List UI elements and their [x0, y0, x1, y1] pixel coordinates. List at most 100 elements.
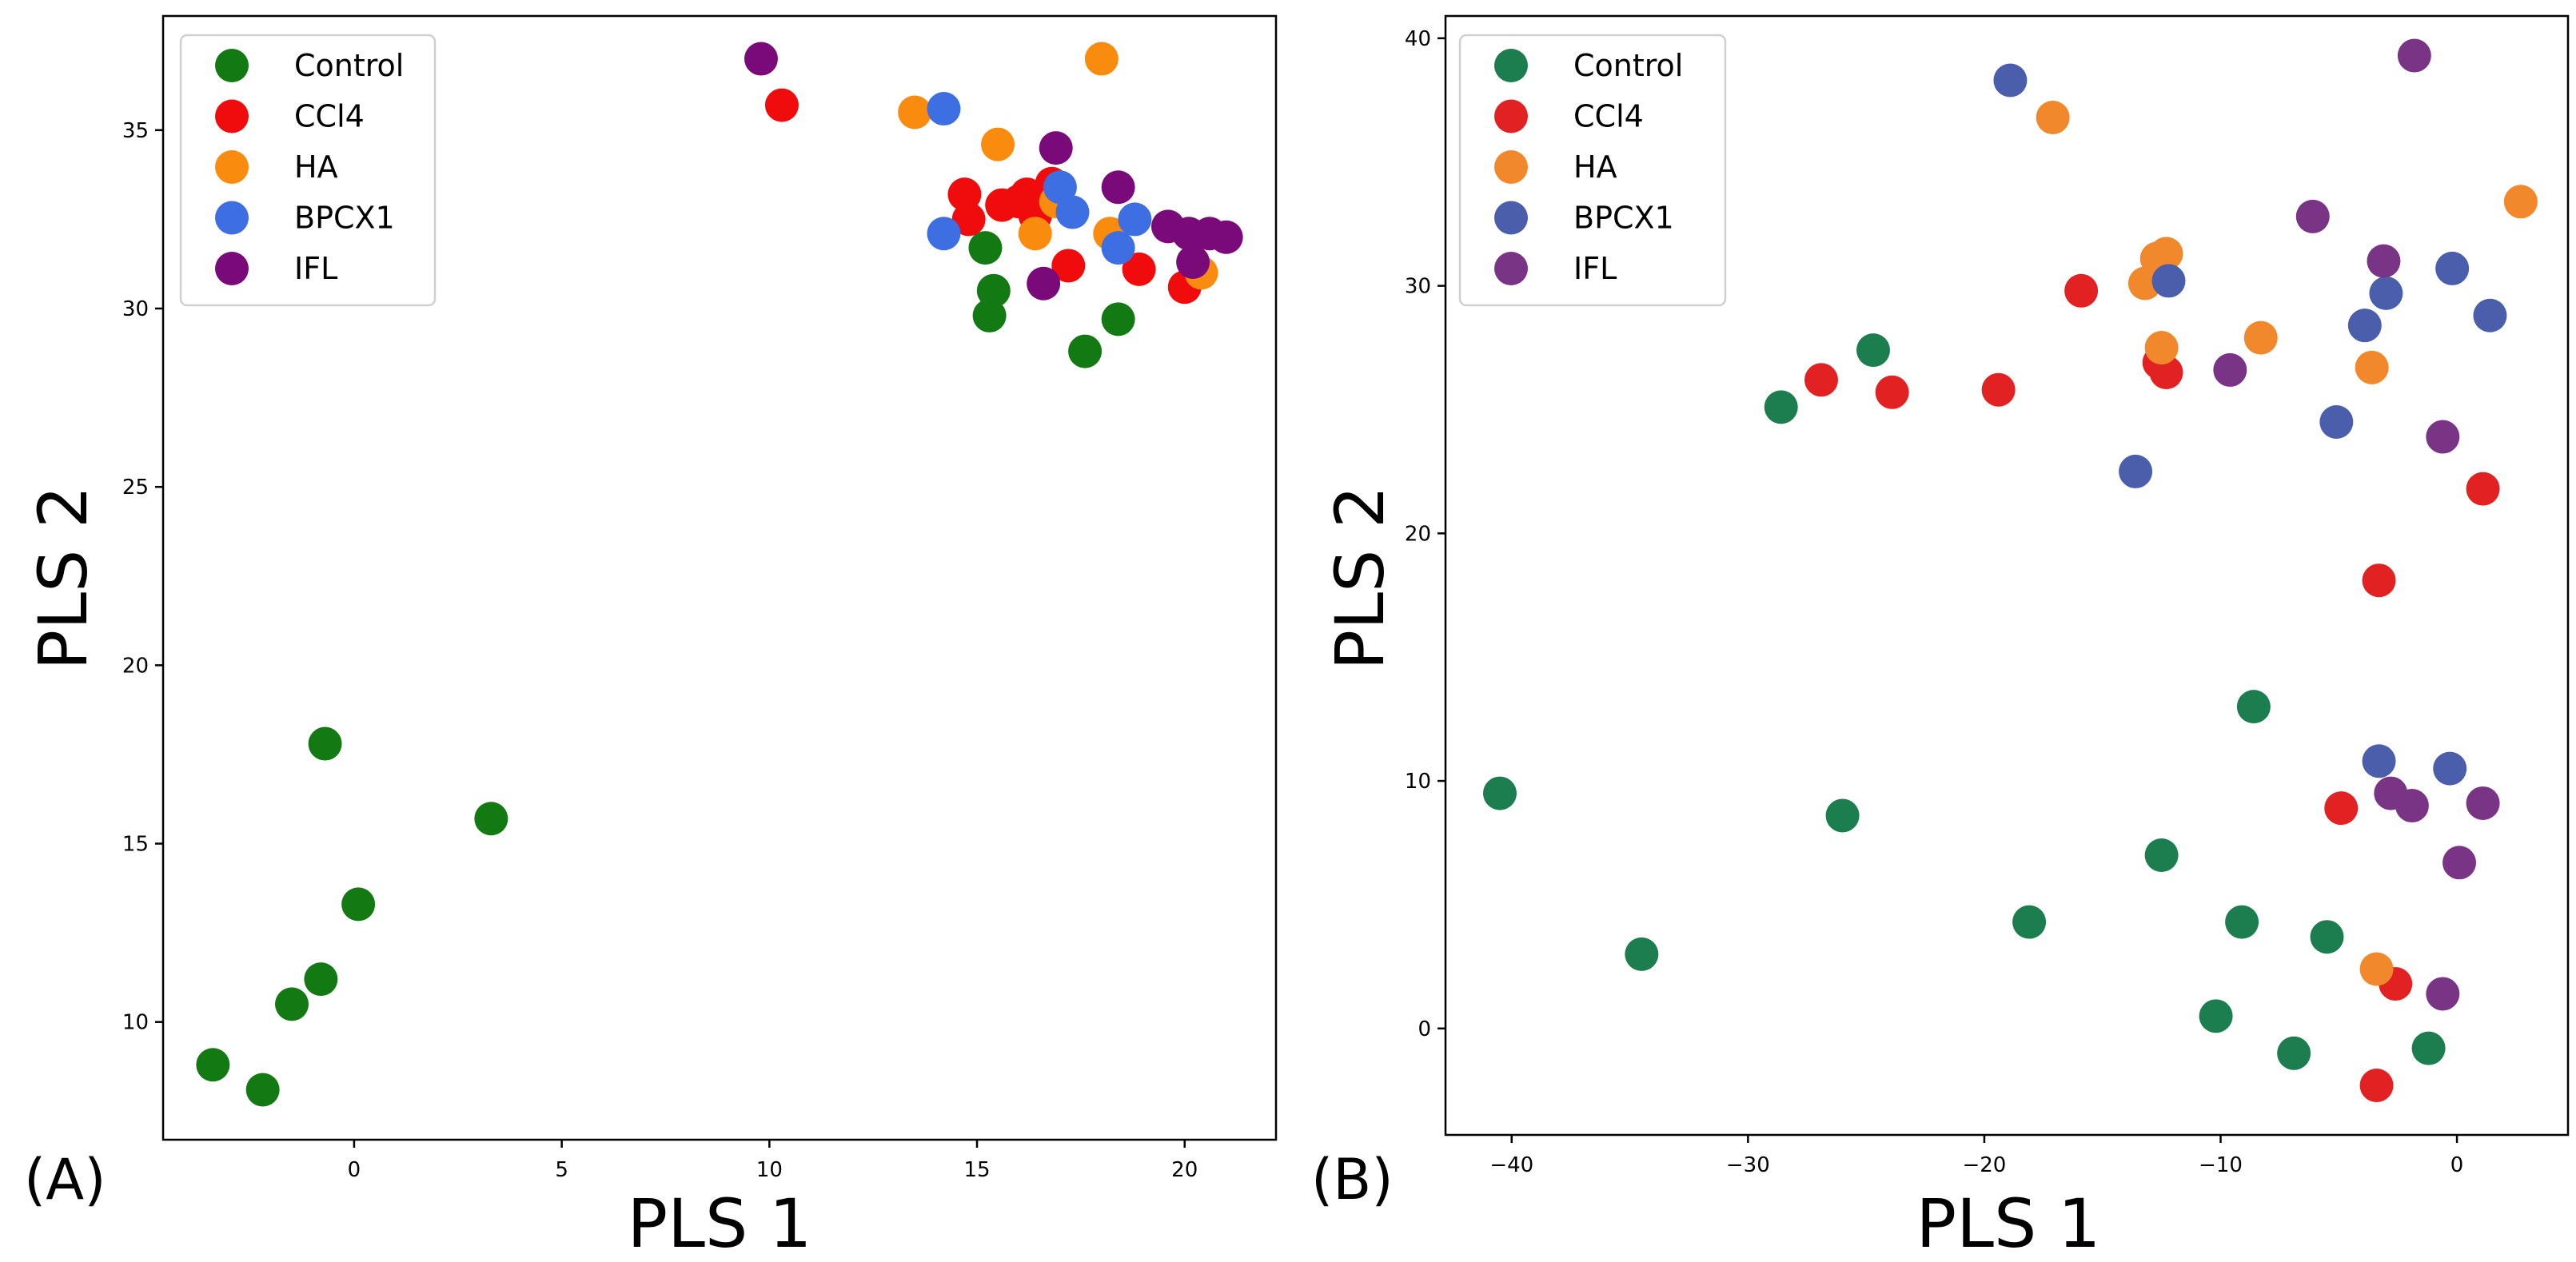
- panel-b-point-ha: [2243, 320, 2278, 355]
- panel-b-point-bpcx1: [2473, 298, 2507, 332]
- panel-b-point-ha: [2503, 185, 2538, 219]
- panel-a-point-bpcx1: [1043, 170, 1077, 205]
- panel-a-legend: Control CCl4 HA BPCX1 IFL: [179, 34, 437, 307]
- panel-a-point-ifl: [744, 42, 778, 76]
- panel-b-ticks: −40 −30 −20 −10 0 0 10 20 30 40: [1405, 27, 2463, 1177]
- panel-b-point-control: [1764, 390, 1798, 424]
- panel-b-point-bpcx1: [2319, 404, 2354, 439]
- panel-b-point-bpcx1: [2362, 744, 2396, 778]
- panel-b-point-ccl4: [2466, 472, 2500, 506]
- panel-a-point-ha: [898, 95, 932, 129]
- panel-b-point-ifl: [2442, 846, 2477, 880]
- panel-b-point-ccl4: [2362, 563, 2396, 598]
- panel-a-ticks: 0 5 10 15 20 10 15 20 25 30 35: [122, 119, 1198, 1182]
- panel-a-x-tick-label: 15: [963, 1158, 990, 1182]
- panel-b-label: (B): [1311, 1147, 1394, 1212]
- panel-b-legend-label-ccl4: CCl4: [1573, 99, 1644, 134]
- panel-b-legend-label-ifl: IFL: [1573, 251, 1617, 286]
- panel-a-point-bpcx1: [927, 92, 961, 126]
- panel-a-points: [196, 42, 1243, 1107]
- panel-a-legend-marker-ha: [215, 150, 249, 184]
- panel-a-point-ifl: [1101, 170, 1135, 205]
- panel-b-point-ifl: [2395, 789, 2429, 823]
- panel-b: −40 −30 −20 −10 0 0 10 20 30 40 Control CCl4 HA BPCX…: [1311, 14, 2570, 1262]
- panel-b-y-tick-label: 30: [1405, 275, 1431, 299]
- panel-b-points: [1482, 38, 2538, 1103]
- panel-b-y-tick-label: 40: [1405, 27, 1431, 51]
- panel-a-point-control: [245, 1073, 280, 1107]
- panel-a-x-tick-label: 10: [756, 1158, 783, 1182]
- panel-a-x-tick-label: 0: [348, 1158, 361, 1182]
- panel-b-point-bpcx1: [2151, 264, 2186, 298]
- panel-a-point-ifl: [1209, 220, 1243, 254]
- panel-b-point-bpcx1: [2435, 251, 2470, 285]
- panel-a-point-bpcx1: [1118, 202, 1152, 237]
- panel-a-legend-label-ha: HA: [294, 149, 338, 185]
- panel-b-x-tick-label: −10: [2199, 1153, 2243, 1177]
- panel-b-point-bpcx1: [2433, 751, 2467, 786]
- panel-a-label: (A): [24, 1147, 106, 1212]
- panel-b-point-control: [2199, 999, 2233, 1033]
- panel-b-point-control: [2310, 920, 2344, 954]
- panel-b-point-ha: [2144, 331, 2179, 365]
- panel-a-axes-frame: [161, 14, 1278, 1141]
- panel-b-point-control: [2277, 1036, 2311, 1070]
- panel-a-point-control: [972, 298, 1007, 332]
- panel-a-point-control: [341, 887, 376, 922]
- panel-a-point-ccl4: [1122, 252, 1156, 286]
- panel-b-point-ifl: [2426, 977, 2460, 1011]
- panel-b-point-ifl: [2295, 199, 2330, 233]
- panel-b-point-bpcx1: [2119, 454, 2153, 488]
- panel-b-point-control: [2236, 690, 2271, 724]
- panel-a-x-tick-label: 5: [555, 1158, 568, 1182]
- panel-b-point-bpcx1: [2369, 276, 2403, 310]
- panel-a-point-control: [1068, 334, 1103, 368]
- panel-a-point-bpcx1: [1101, 231, 1135, 265]
- panel-a-point-control: [308, 727, 342, 761]
- panel-b-x-tick-label: −30: [1726, 1153, 1770, 1177]
- panel-a-y-tick-label: 30: [122, 297, 149, 321]
- panel-b-point-ccl4: [1981, 372, 2016, 407]
- panel-b-legend-label-ha: HA: [1573, 149, 1617, 185]
- panel-b-point-ha: [2355, 350, 2389, 384]
- panel-b-point-control: [2144, 838, 2179, 872]
- panel-a-legend-label-control: Control: [294, 48, 404, 83]
- panel-b-legend-marker-control: [1494, 49, 1528, 82]
- panel-b-point-control: [2225, 905, 2259, 939]
- panel-b-y-tick-label: 10: [1405, 770, 1431, 794]
- panel-a-legend-label-ifl: IFL: [294, 251, 337, 286]
- panel-b-x-axis-title: PLS 1: [1916, 1184, 2101, 1262]
- panel-a-point-ha: [981, 127, 1015, 161]
- panel-a-x-axis-title: PLS 1: [628, 1184, 812, 1262]
- panel-b-x-tick-label: 0: [2450, 1153, 2464, 1177]
- panel-b-point-ccl4: [2324, 791, 2359, 826]
- panel-b-y-tick-label: 0: [1418, 1017, 1431, 1041]
- panel-b-point-control: [2411, 1031, 2446, 1065]
- panel-b-point-ifl: [2367, 244, 2401, 278]
- panel-a-legend-marker-bpcx1: [215, 201, 249, 235]
- panel-a-point-ha: [1018, 217, 1052, 251]
- panel-a-y-tick-label: 20: [122, 654, 149, 678]
- panel-a-point-ha: [1084, 42, 1119, 76]
- panel-a-point-bpcx1: [927, 217, 961, 251]
- panel-a-point-ifl: [1176, 245, 1210, 279]
- panel-a-x-tick-label: 20: [1171, 1158, 1198, 1182]
- panel-b-point-ifl: [2466, 786, 2500, 820]
- panel-a-point-bpcx1: [1055, 195, 1090, 229]
- panel-a-legend-marker-ccl4: [215, 99, 249, 133]
- panel-b-point-control: [1625, 937, 1659, 971]
- panel-a-point-control: [304, 962, 338, 997]
- panel-a-point-ifl: [1027, 266, 1061, 301]
- panel-b-legend-marker-ha: [1494, 150, 1528, 184]
- panel-a-legend-marker-control: [215, 49, 249, 82]
- panel-b-legend-marker-ifl: [1494, 252, 1528, 285]
- panel-a-y-tick-label: 15: [122, 833, 149, 857]
- panel-a-y-axis-title: PLS 2: [24, 486, 102, 671]
- panel-b-x-tick-label: −40: [1489, 1153, 1533, 1177]
- panel-b-legend-label-bpcx1: BPCX1: [1573, 201, 1674, 236]
- panel-b-legend-marker-bpcx1: [1494, 201, 1528, 235]
- panel-a-legend-label-ccl4: CCl4: [294, 99, 365, 134]
- panel-b-point-ccl4: [2359, 1069, 2394, 1103]
- panel-b-point-ifl: [2397, 38, 2431, 73]
- panel-a-legend-marker-ifl: [215, 252, 249, 285]
